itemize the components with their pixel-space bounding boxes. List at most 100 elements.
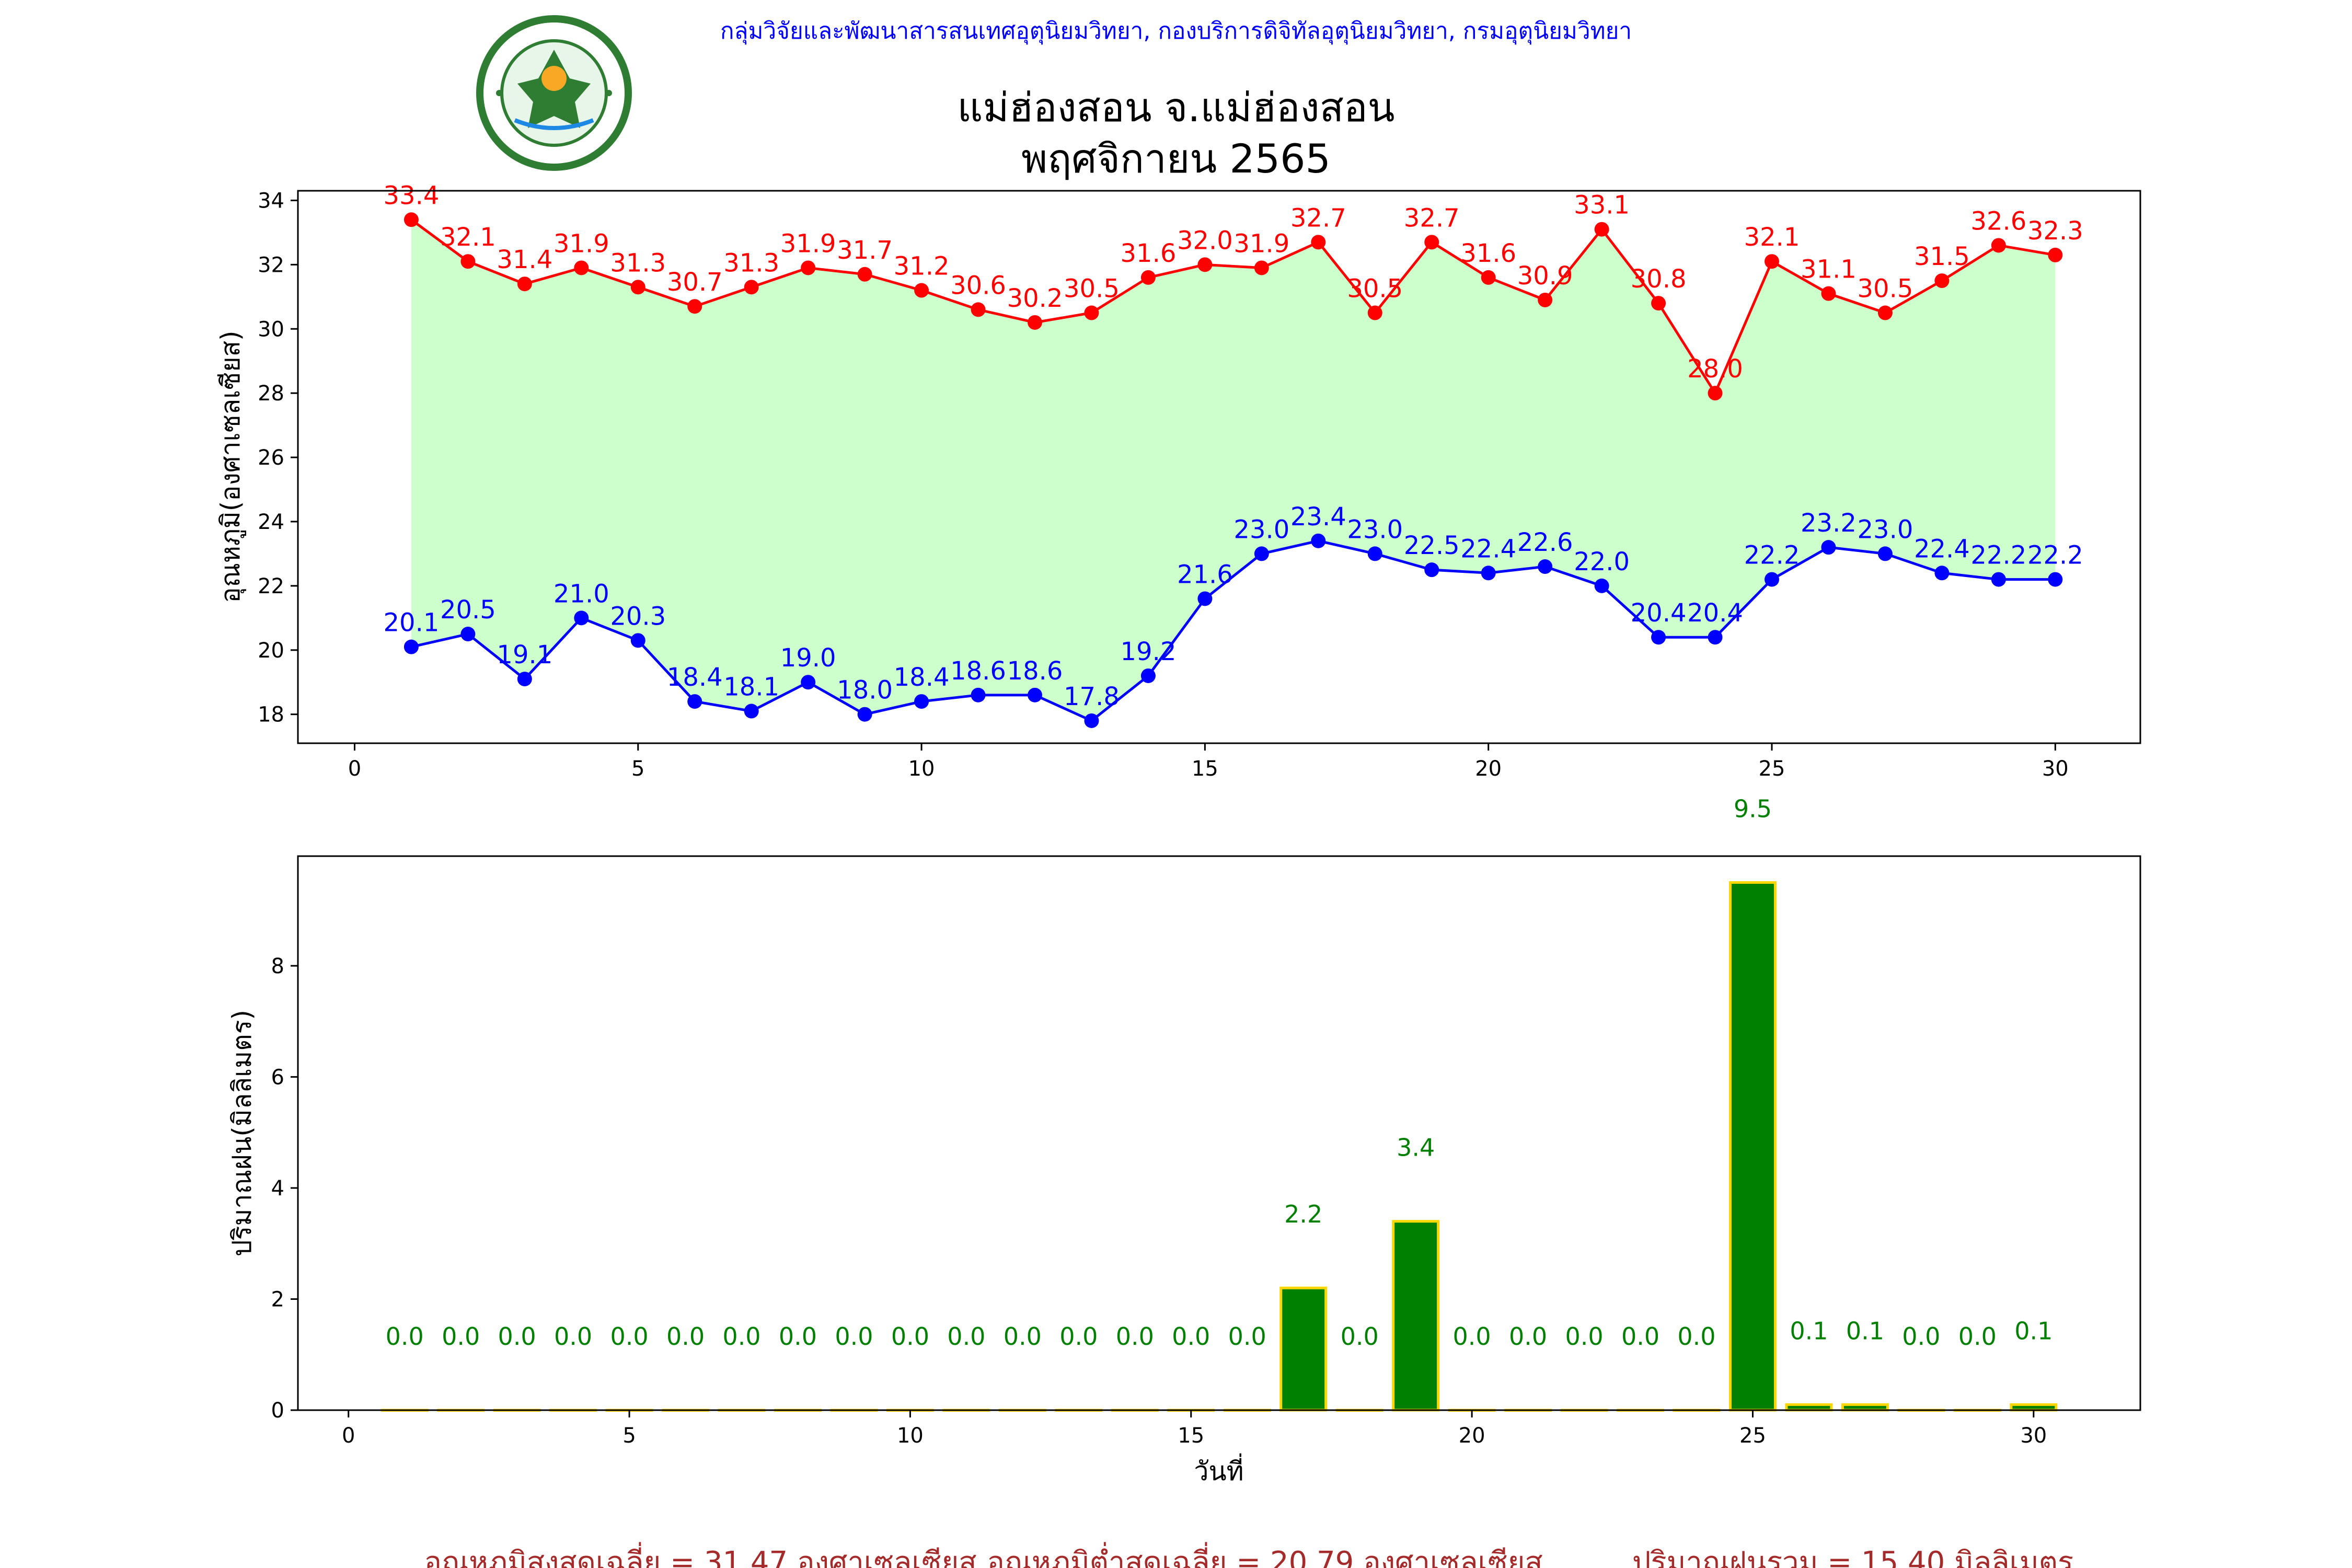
max-temperature-data-label: 31.6 bbox=[1460, 239, 1516, 268]
max-temperature-point bbox=[1311, 235, 1326, 250]
min-temperature-data-label: 20.1 bbox=[383, 608, 439, 638]
temperature-y-tick-label: 26 bbox=[258, 446, 284, 470]
rainfall-data-label: 0.0 bbox=[722, 1322, 760, 1351]
rainfall-data-label: 0.0 bbox=[1341, 1322, 1379, 1351]
tmd-logo bbox=[476, 15, 632, 171]
max-temperature-point bbox=[1877, 305, 1893, 320]
min-temperature-data-label: 22.6 bbox=[1517, 528, 1573, 557]
max-temperature-data-label: 33.4 bbox=[383, 181, 439, 210]
max-temperature-data-label: 31.6 bbox=[1120, 239, 1176, 268]
max-temperature-point bbox=[1481, 270, 1496, 285]
max-temperature-data-label: 32.0 bbox=[1177, 226, 1233, 255]
min-temperature-point bbox=[1140, 668, 1156, 683]
rainfall-chart: 0.0 0.0 0.0 0.0 0.0 0.0 0.0 0.0 0.0 0.0 0.0 0.0 0.0 0… bbox=[227, 794, 2141, 1486]
max-temperature-data-label: 32.3 bbox=[2027, 216, 2083, 246]
max-temperature-data-label: 32.6 bbox=[1970, 206, 2026, 236]
temperature-x-tick-label: 25 bbox=[1759, 757, 1785, 781]
min-temperature-point bbox=[1991, 572, 2006, 587]
chart-title-line2: พฤศจิกายน 2565 bbox=[1021, 135, 1331, 182]
rainfall-data-label: 0.0 bbox=[1677, 1322, 1715, 1351]
rainfall-data-label: 0.0 bbox=[610, 1322, 648, 1351]
rainfall-data-label: 0.0 bbox=[1172, 1322, 1210, 1351]
rainfall-plot-frame bbox=[297, 855, 2141, 1411]
temperature-x-tick-label: 20 bbox=[1475, 757, 1502, 781]
min-temperature-data-label: 22.4 bbox=[1460, 534, 1516, 563]
rainfall-bar bbox=[1392, 1220, 1440, 1412]
max-temperature-point bbox=[1765, 254, 1779, 269]
max-temperature-point bbox=[517, 276, 532, 292]
max-temperature-point bbox=[630, 280, 645, 295]
rainfall-x-tick-label: 10 bbox=[897, 1424, 924, 1448]
rainfall-x-tick-label: 5 bbox=[622, 1424, 636, 1448]
rainfall-data-label: 0.0 bbox=[1228, 1322, 1266, 1351]
temperature-x-tick-label: 30 bbox=[2042, 757, 2069, 781]
min-temperature-point bbox=[1367, 546, 1382, 561]
min-temperature-point bbox=[1651, 630, 1666, 645]
min-temperature-point bbox=[2048, 572, 2063, 587]
min-temperature-data-label: 17.8 bbox=[1064, 682, 1120, 711]
max-temperature-data-label: 28.0 bbox=[1687, 354, 1743, 384]
min-temperature-point bbox=[1197, 591, 1213, 606]
max-temperature-point bbox=[1538, 292, 1553, 307]
summary-total-rain: ปริมาณฝนรวม = 15.40 มิลลิเมตร bbox=[1632, 1546, 2073, 1568]
max-temperature-data-label: 31.2 bbox=[894, 252, 950, 281]
min-temperature-point bbox=[1821, 540, 1836, 555]
temperature-y-axis-label: อุณหภูมิ(องศาเซลเซียส) bbox=[215, 330, 246, 603]
min-temperature-data-label: 22.4 bbox=[1914, 534, 1970, 563]
max-temperature-data-label: 30.6 bbox=[950, 271, 1006, 300]
min-temperature-point bbox=[403, 639, 419, 654]
rainfall-data-label: 0.0 bbox=[442, 1322, 480, 1351]
rainfall-data-label: 0.0 bbox=[1453, 1322, 1491, 1351]
min-temperature-point bbox=[1254, 546, 1269, 561]
min-temperature-data-label: 21.0 bbox=[554, 579, 609, 608]
chart-title-line1: แม่ฮ่องสอน จ.แม่ฮ่องสอน bbox=[957, 84, 1394, 131]
rainfall-bar bbox=[2010, 1403, 2058, 1412]
min-temperature-data-label: 23.0 bbox=[1857, 515, 1913, 544]
min-temperature-point bbox=[1481, 566, 1496, 581]
min-temperature-point bbox=[1877, 546, 1893, 561]
max-temperature-data-label: 30.2 bbox=[1007, 284, 1063, 313]
temperature-x-tick-label: 15 bbox=[1192, 757, 1218, 781]
min-temperature-data-label: 20.3 bbox=[610, 602, 666, 631]
min-temperature-data-label: 18.6 bbox=[1007, 656, 1063, 686]
max-temperature-point bbox=[1254, 260, 1269, 275]
max-temperature-data-label: 32.7 bbox=[1290, 203, 1346, 233]
rainfall-y-tick-label: 8 bbox=[271, 954, 284, 978]
rainfall-y-tick-label: 2 bbox=[271, 1287, 284, 1311]
max-temperature-point bbox=[403, 212, 419, 227]
min-temperature-point bbox=[971, 687, 986, 702]
max-temperature-point bbox=[1424, 235, 1439, 250]
min-temperature-point bbox=[1594, 578, 1609, 593]
rainfall-data-label: 0.0 bbox=[666, 1322, 705, 1351]
rainfall-y-axis-label: ปริมาณฝน(มิลลิเมตร) bbox=[227, 1010, 257, 1256]
max-temperature-data-label: 31.3 bbox=[610, 248, 666, 278]
min-temperature-data-label: 22.0 bbox=[1574, 547, 1630, 577]
max-temperature-data-label: 31.9 bbox=[780, 229, 836, 258]
min-temperature-data-label: 18.4 bbox=[894, 663, 950, 692]
min-temperature-data-label: 19.1 bbox=[497, 640, 552, 670]
max-temperature-point bbox=[1197, 257, 1213, 272]
rainfall-data-label: 0.0 bbox=[554, 1322, 592, 1351]
rainfall-x-tick-label: 0 bbox=[342, 1424, 355, 1448]
min-temperature-data-label: 23.4 bbox=[1290, 502, 1346, 532]
max-temperature-data-label: 32.7 bbox=[1404, 203, 1460, 233]
max-temperature-data-label: 31.7 bbox=[837, 236, 893, 265]
max-temperature-point bbox=[1594, 222, 1609, 237]
temperature-y-tick-label: 22 bbox=[258, 574, 284, 598]
rainfall-bar bbox=[1279, 1286, 1328, 1412]
max-temperature-point bbox=[857, 267, 872, 282]
temperature-y-tick-label: 30 bbox=[258, 317, 284, 341]
min-temperature-data-label: 23.0 bbox=[1233, 515, 1289, 544]
min-temperature-point bbox=[517, 672, 532, 687]
min-temperature-point bbox=[801, 675, 816, 690]
rainfall-bar bbox=[1841, 1403, 1889, 1412]
temperature-y-tick-label: 28 bbox=[258, 382, 284, 406]
max-temperature-data-label: 30.5 bbox=[1857, 274, 1913, 304]
min-temperature-point bbox=[914, 694, 929, 709]
min-temperature-line bbox=[411, 539, 2056, 722]
rainfall-data-label: 0.0 bbox=[835, 1322, 873, 1351]
max-temperature-point bbox=[1934, 273, 1950, 289]
max-temperature-point bbox=[1708, 386, 1723, 401]
temperature-x-tick-label: 5 bbox=[631, 757, 644, 781]
